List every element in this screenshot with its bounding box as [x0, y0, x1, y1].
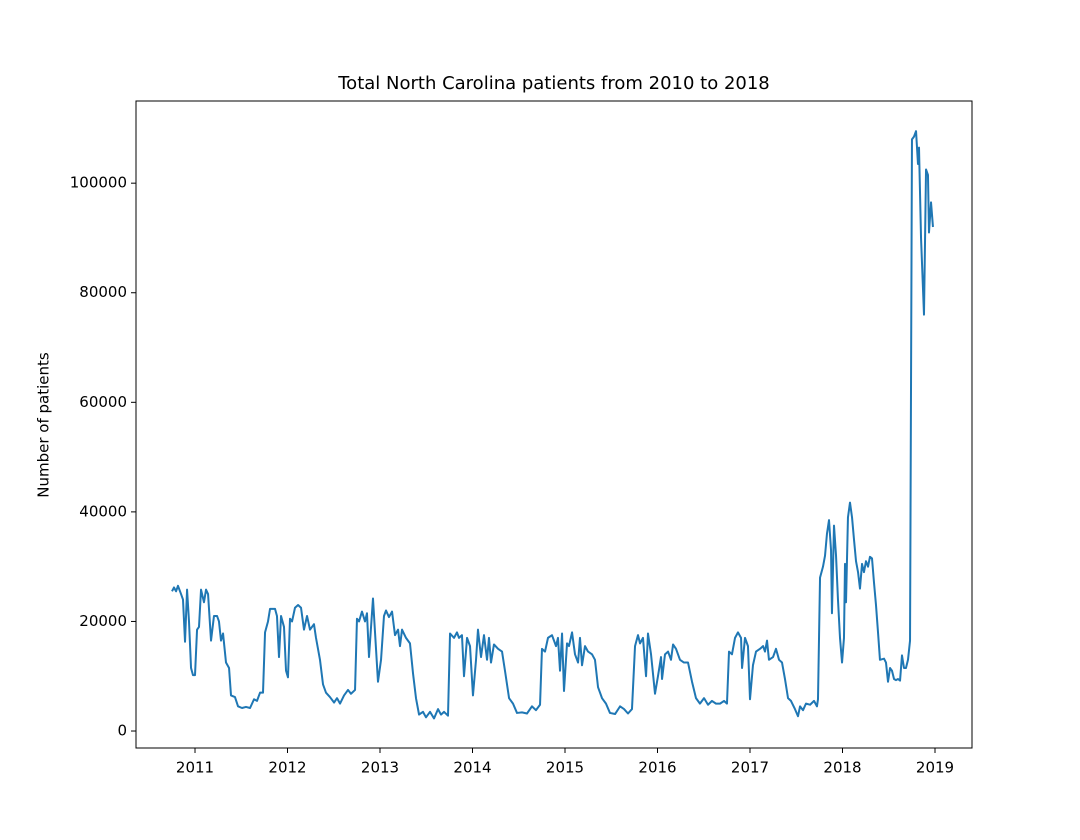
y-tick-label: 100000 — [70, 174, 127, 192]
y-tick-label: 20000 — [79, 612, 127, 630]
data-line — [171, 130, 934, 720]
x-tick-label: 2019 — [916, 759, 954, 777]
y-tick-label: 40000 — [79, 502, 127, 520]
plot-frame — [135, 100, 973, 749]
x-tick-label: 2014 — [453, 759, 491, 777]
x-tick-label: 2012 — [268, 759, 306, 777]
y-tick-label: 80000 — [79, 283, 127, 301]
y-tick-label: 0 — [117, 722, 127, 740]
x-tick-label: 2017 — [731, 759, 769, 777]
x-tick-label: 2011 — [176, 759, 214, 777]
y-tick-label: 60000 — [79, 393, 127, 411]
y-axis-label: Number of patients — [35, 352, 53, 498]
x-tick-label: 2018 — [823, 759, 861, 777]
x-tick-label: 2013 — [361, 759, 399, 777]
x-tick-label: 2016 — [638, 759, 676, 777]
x-tick-label: 2015 — [546, 759, 584, 777]
chart-title: Total North Carolina patients from 2010 … — [337, 73, 770, 94]
